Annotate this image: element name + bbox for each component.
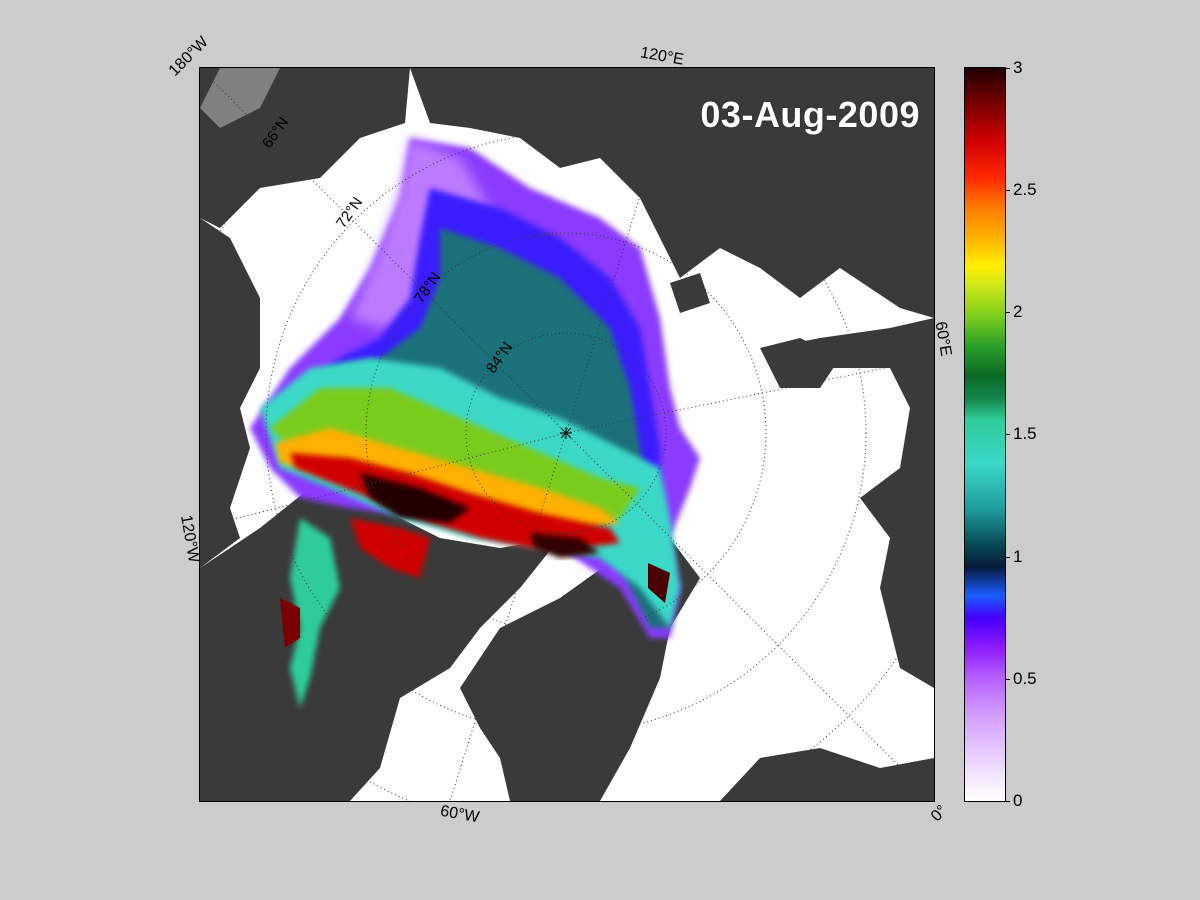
graticule <box>200 68 934 801</box>
lon-label-120e: 120°E <box>638 44 685 69</box>
colorbar-label-0: 0 <box>1013 791 1023 810</box>
ice-thick-orange-zone <box>275 428 620 528</box>
ice-thickest-zone-2 <box>530 533 600 558</box>
colorbar-tick-1.5 <box>1005 434 1010 435</box>
colorbar-label-0.5: 0.5 <box>1013 669 1037 688</box>
land-svalbard <box>760 338 840 388</box>
polar-map: 03-Aug-2009 66°N 72°N 78°N 84°N <box>199 67 935 802</box>
colorbar-tick-0 <box>1005 801 1010 802</box>
lat-circle-78 <box>365 232 767 634</box>
sea-ice-thickness <box>250 138 700 708</box>
colorbar-tick-1 <box>1005 557 1010 558</box>
north-pole-marker <box>560 427 572 439</box>
ice-channel-1 <box>290 518 340 708</box>
map-canvas <box>200 68 934 801</box>
colorbar-label-1: 1 <box>1013 547 1023 566</box>
land-europe-south <box>720 748 934 801</box>
land-alaska <box>200 218 260 568</box>
lon-label-120w: 120°W <box>177 513 203 565</box>
colorbar-tick-2.5 <box>1005 190 1010 191</box>
lon-label-60w: 60°W <box>438 802 481 827</box>
lat-circle-84 <box>465 332 667 534</box>
colorbar-tick-0.5 <box>1005 679 1010 680</box>
colorbar-tick-2 <box>1005 312 1010 313</box>
date-label: 03-Aug-2009 <box>700 94 920 135</box>
lon-label-0: 0° <box>927 802 951 826</box>
land-franz-josef <box>670 273 710 313</box>
colorbar <box>964 67 1006 802</box>
colorbar-label-2: 2 <box>1013 302 1023 321</box>
land-island-5 <box>400 628 440 678</box>
land-eurasia <box>410 68 934 318</box>
land-scandinavia <box>770 318 934 688</box>
ice-thickest-zone-3 <box>648 563 670 603</box>
lon-label-60e: 60°E <box>931 320 955 358</box>
ice-thickest-zone <box>360 473 470 523</box>
colorbar-label-1.5: 1.5 <box>1013 424 1037 443</box>
colorbar-tick-3 <box>1005 68 1010 69</box>
lat-circle-72 <box>265 132 867 734</box>
ice-channel-2 <box>350 518 430 578</box>
colorbar-label-2.5: 2.5 <box>1013 180 1037 199</box>
land-gray-patch <box>200 68 280 128</box>
ice-channel-3 <box>280 598 300 648</box>
meridian-60e <box>565 357 934 434</box>
colorbar-label-3: 3 <box>1013 58 1023 77</box>
meridian-0 <box>565 432 934 801</box>
land-island-2 <box>440 578 480 628</box>
meridian-60w <box>449 432 567 801</box>
